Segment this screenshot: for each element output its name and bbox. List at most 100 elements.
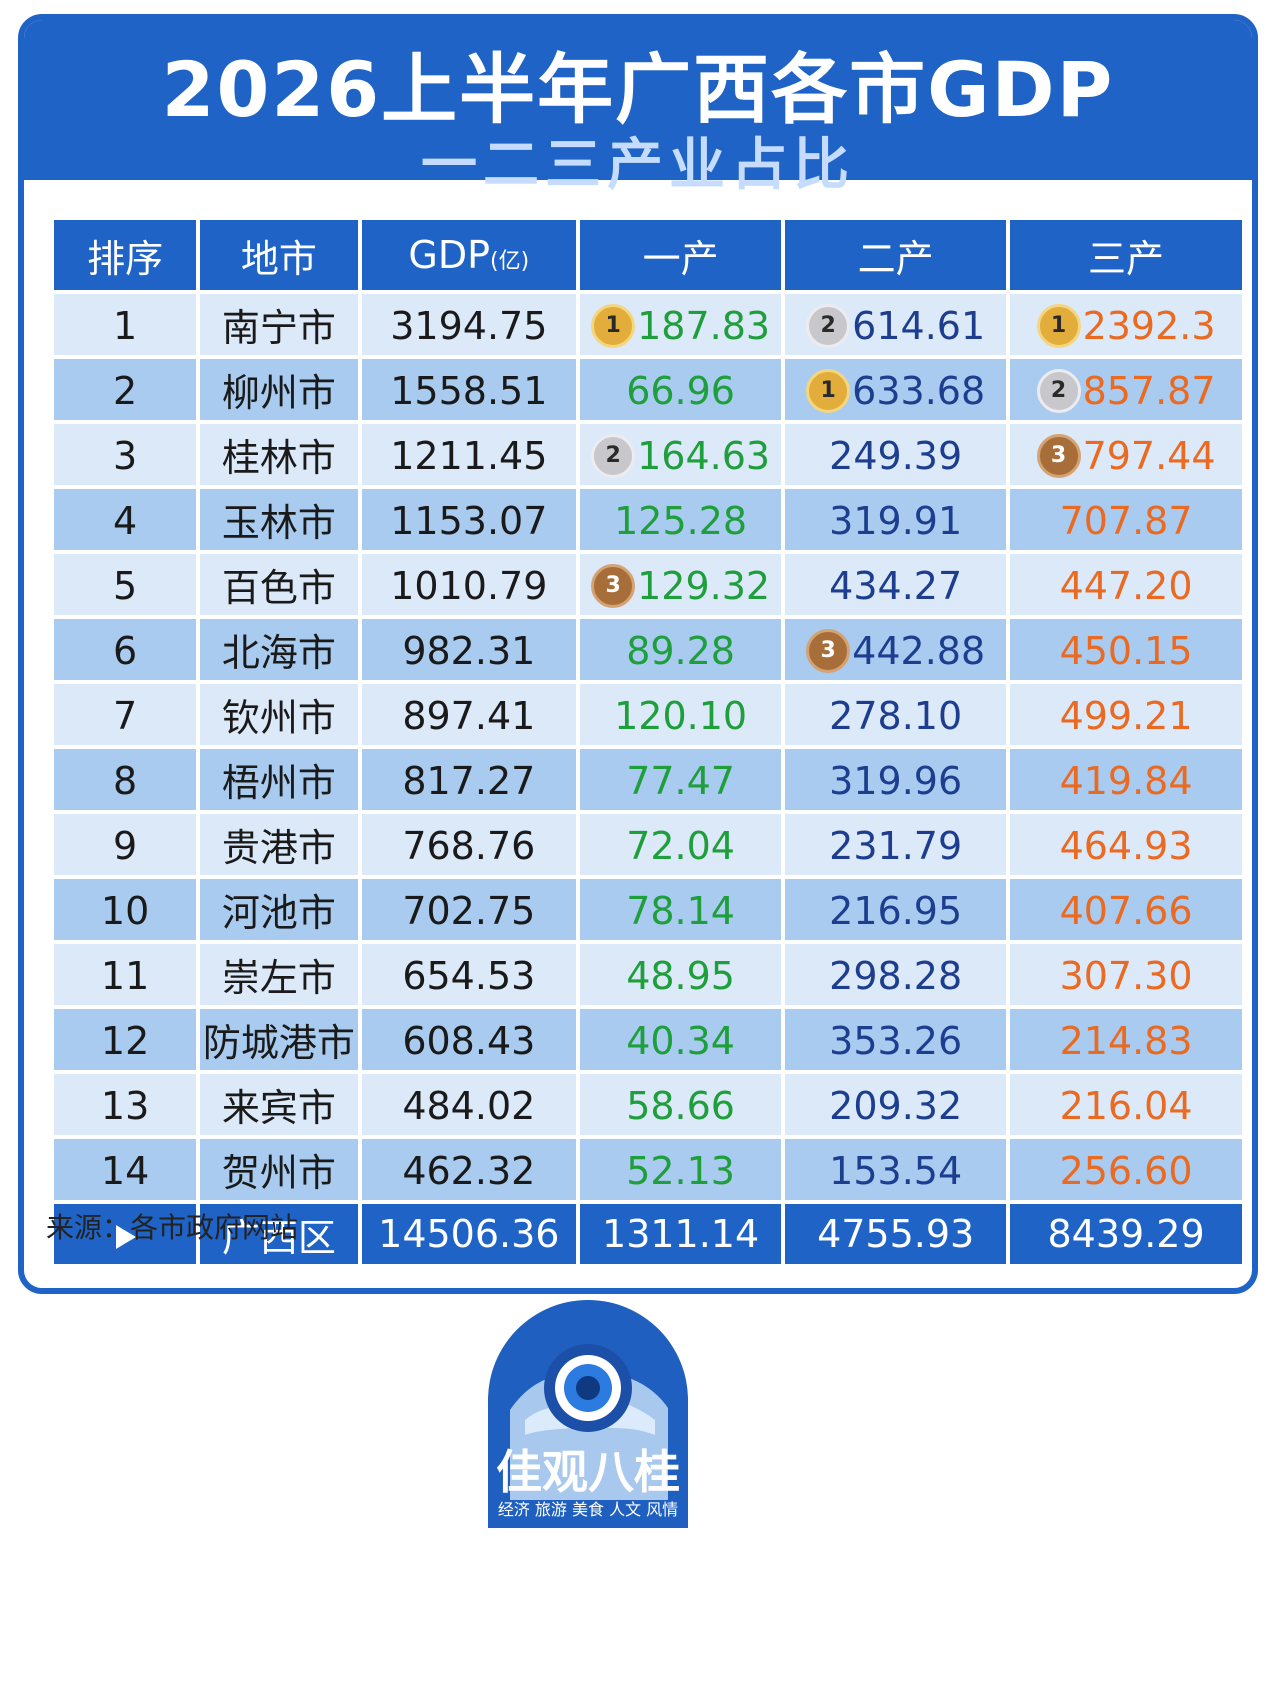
cell-primary-value: 58.66 <box>626 1083 735 1128</box>
cell-tertiary-value: 857.87 <box>1082 368 1216 413</box>
cell-primary-value: 66.96 <box>626 368 735 413</box>
cell-gdp-value: 608.43 <box>402 1018 536 1063</box>
cell-primary-value: 48.95 <box>626 953 735 998</box>
cell-rank: 3 <box>54 424 197 485</box>
cell-tertiary: 2 857.87 <box>1010 359 1242 420</box>
cell-rank-value: 11 <box>100 953 150 998</box>
cell-city: 玉林市 <box>200 489 358 550</box>
cell-primary-value: 72.04 <box>626 823 735 868</box>
cell-primary: 125.28 <box>579 489 782 550</box>
cell-gdp: 982.31 <box>361 619 576 680</box>
cell-rank-value: 1 <box>112 303 138 348</box>
brand-logo: 佳观八桂 经济 旅游 美食 人文 风情 <box>470 1300 706 1530</box>
cell-secondary: 2 614.61 <box>785 294 1007 355</box>
medal-gold-icon: 1 <box>1036 303 1081 348</box>
table-row: 6 北海市 982.31 89.28 3 442.88 450.15 <box>54 619 1242 680</box>
cell-gdp: 654.53 <box>361 944 576 1005</box>
total-primary: 1311.14 <box>579 1204 782 1264</box>
cell-secondary: 3 442.88 <box>785 619 1007 680</box>
table-body: 1 南宁市 3194.75 1 187.83 2 614.61 1 2392.3 2 柳州市 1558… <box>54 294 1242 1200</box>
cell-rank: 12 <box>54 1009 197 1070</box>
cell-gdp-value: 654.53 <box>402 953 536 998</box>
cell-tertiary-value: 216.04 <box>1059 1083 1193 1128</box>
cell-gdp-value: 1010.79 <box>390 563 548 608</box>
cell-primary-value: 187.83 <box>637 303 771 348</box>
cell-gdp: 608.43 <box>361 1009 576 1070</box>
medal-gold-icon: 1 <box>591 303 636 348</box>
cell-tertiary-value: 797.44 <box>1082 433 1216 478</box>
cell-city-value: 崇左市 <box>221 956 336 1000</box>
cell-gdp-value: 3194.75 <box>390 303 548 348</box>
page-title: 2026上半年广西各市GDP <box>161 45 1115 134</box>
cell-secondary-value: 442.88 <box>852 628 986 673</box>
cell-gdp: 1558.51 <box>361 359 576 420</box>
medal-bronze-icon: 3 <box>1036 433 1081 478</box>
cell-secondary-value: 633.68 <box>852 368 986 413</box>
table-row: 12 防城港市 608.43 40.34 353.26 214.83 <box>54 1009 1242 1070</box>
col-header-gdp-label: GDP <box>408 233 491 277</box>
cell-secondary-value: 298.28 <box>829 953 963 998</box>
cell-secondary: 153.54 <box>785 1139 1007 1200</box>
table-row: 10 河池市 702.75 78.14 216.95 407.66 <box>54 879 1242 940</box>
cell-tertiary: 214.83 <box>1010 1009 1242 1070</box>
cell-secondary-value: 319.91 <box>829 498 963 543</box>
table-row: 5 百色市 1010.79 3 129.32 434.27 447.20 <box>54 554 1242 615</box>
cell-gdp-value: 702.75 <box>402 888 536 933</box>
cell-rank-value: 7 <box>112 693 138 738</box>
play-icon <box>116 1224 137 1249</box>
cell-primary-value: 78.14 <box>626 888 735 933</box>
cell-secondary-value: 614.61 <box>852 303 986 348</box>
cell-secondary-value: 434.27 <box>829 563 963 608</box>
cell-tertiary: 707.87 <box>1010 489 1242 550</box>
cell-city: 南宁市 <box>200 294 358 355</box>
cell-tertiary-value: 256.60 <box>1059 1148 1193 1193</box>
cell-rank-value: 14 <box>100 1148 150 1193</box>
gdp-table: 排序 地市 GDP(亿) 一产 二产 三产 1 南宁市 3194.75 1 187.83… <box>50 216 1246 1268</box>
cell-primary-value: 77.47 <box>626 758 735 803</box>
cell-city-value: 贵港市 <box>221 826 336 870</box>
cell-secondary: 319.91 <box>785 489 1007 550</box>
total-gdp: 14506.36 <box>361 1204 576 1264</box>
logo-slogan: 经济 旅游 美食 人文 风情 <box>497 1500 679 1519</box>
cell-secondary-value: 249.39 <box>829 433 963 478</box>
cell-tertiary-value: 214.83 <box>1059 1018 1193 1063</box>
cell-primary: 3 129.32 <box>579 554 782 615</box>
cell-city: 来宾市 <box>200 1074 358 1135</box>
cell-city-value: 梧州市 <box>221 761 336 805</box>
col-header-rank: 排序 <box>54 220 197 290</box>
table-row: 1 南宁市 3194.75 1 187.83 2 614.61 1 2392.3 <box>54 294 1242 355</box>
header-banner: 2026上半年广西各市GDP 一二三产业占比 <box>24 20 1252 198</box>
cell-rank-value: 5 <box>112 563 138 608</box>
cell-rank-value: 3 <box>112 433 138 478</box>
cell-rank-value: 4 <box>112 498 138 543</box>
cell-gdp-value: 462.32 <box>402 1148 536 1193</box>
cell-tertiary: 450.15 <box>1010 619 1242 680</box>
cell-secondary: 216.95 <box>785 879 1007 940</box>
cell-city-value: 防城港市 <box>202 1021 355 1065</box>
cell-tertiary-value: 307.30 <box>1059 953 1193 998</box>
page-subtitle: 一二三产业占比 <box>421 133 855 198</box>
cell-gdp-value: 1153.07 <box>390 498 548 543</box>
cell-rank-value: 13 <box>100 1083 150 1128</box>
cell-tertiary-value: 499.21 <box>1059 693 1193 738</box>
cell-rank: 5 <box>54 554 197 615</box>
cell-rank-value: 9 <box>112 823 138 868</box>
cell-city: 梧州市 <box>200 749 358 810</box>
cell-tertiary-value: 2392.3 <box>1082 303 1216 348</box>
cell-rank: 10 <box>54 879 197 940</box>
cell-rank-value: 12 <box>100 1018 150 1063</box>
cell-city-value: 百色市 <box>221 566 336 610</box>
cell-rank: 6 <box>54 619 197 680</box>
medal-silver-icon: 2 <box>591 433 636 478</box>
cell-secondary: 353.26 <box>785 1009 1007 1070</box>
cell-primary-value: 89.28 <box>626 628 735 673</box>
table-row: 4 玉林市 1153.07 125.28 319.91 707.87 <box>54 489 1242 550</box>
cell-tertiary: 464.93 <box>1010 814 1242 875</box>
col-header-gdp: GDP(亿) <box>361 220 576 290</box>
gdp-card: 2026上半年广西各市GDP 一二三产业占比 排序 地市 GDP(亿) 一产 二… <box>18 14 1258 1294</box>
cell-primary: 48.95 <box>579 944 782 1005</box>
cell-primary: 89.28 <box>579 619 782 680</box>
cell-primary-value: 52.13 <box>626 1148 735 1193</box>
cell-secondary-value: 216.95 <box>829 888 963 933</box>
cell-secondary-value: 231.79 <box>829 823 963 868</box>
